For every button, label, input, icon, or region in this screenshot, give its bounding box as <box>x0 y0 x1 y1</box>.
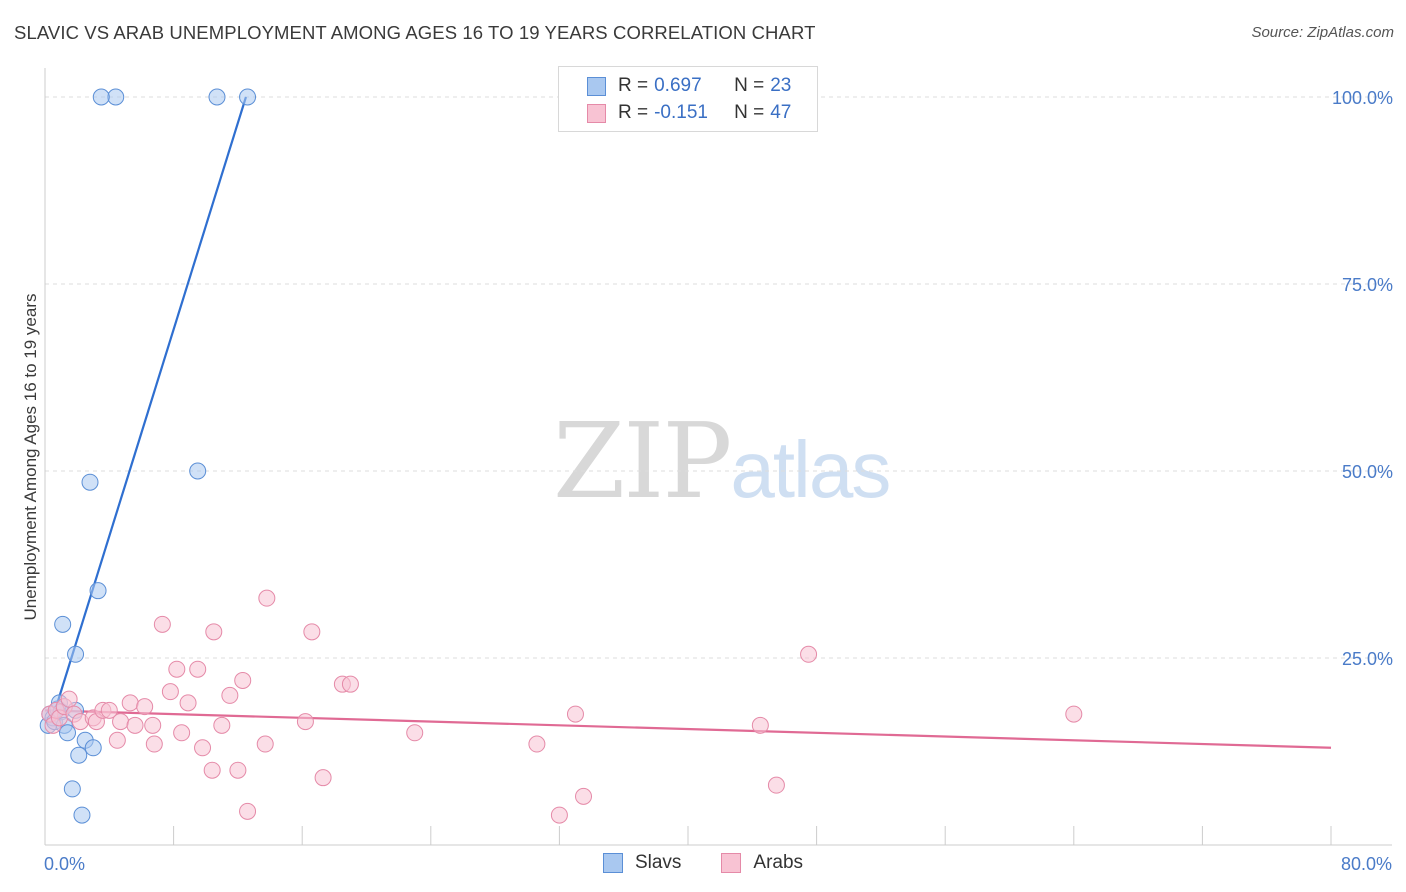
point-arabs <box>221 686 239 704</box>
point-arabs <box>112 713 130 731</box>
watermark-atlas: atlas <box>730 425 891 514</box>
correlation-legend: R = 0.697 N = 23 R = -0.151 N = 47 <box>558 66 818 132</box>
grid-lines <box>45 96 1392 659</box>
source-label: Source: ZipAtlas.com <box>1251 24 1394 41</box>
point-arabs <box>800 645 818 663</box>
point-slavs <box>67 645 85 663</box>
legend-row-slavs: R = 0.697 N = 23 <box>587 73 791 99</box>
point-slavs <box>70 746 88 764</box>
point-arabs <box>314 769 332 787</box>
point-slavs <box>189 462 207 480</box>
y-tick-label: 50.0% <box>1342 462 1393 482</box>
series-legend: Slavs Arabs <box>0 852 1406 874</box>
point-arabs <box>234 671 252 689</box>
point-arabs <box>161 683 179 701</box>
point-slavs <box>92 88 110 106</box>
x-tick-label: 0.0% <box>44 854 85 874</box>
point-arabs <box>153 615 171 633</box>
point-arabs <box>550 806 568 824</box>
point-arabs <box>258 589 276 607</box>
legend-swatch-arabs <box>587 103 606 123</box>
point-slavs <box>63 780 81 798</box>
point-arabs <box>229 761 247 779</box>
axes <box>44 68 1392 846</box>
point-arabs <box>213 716 231 734</box>
legend-r-value: 0.697 <box>654 75 702 96</box>
point-arabs <box>751 716 769 734</box>
point-arabs <box>168 660 186 678</box>
point-arabs <box>575 787 593 805</box>
y-tick-label: 75.0% <box>1342 275 1393 295</box>
point-arabs <box>767 776 785 794</box>
point-arabs <box>406 724 424 742</box>
watermark: ZIPatlas <box>553 400 891 522</box>
point-arabs <box>203 761 221 779</box>
legend-swatch-slavs <box>587 76 606 96</box>
point-arabs <box>341 675 359 693</box>
point-arabs <box>179 694 197 712</box>
trend-line-slavs <box>55 96 247 707</box>
point-arabs <box>136 698 154 716</box>
series-legend-arabs[interactable]: Arabs <box>721 852 803 874</box>
point-arabs <box>145 735 163 753</box>
point-arabs <box>194 739 212 757</box>
point-arabs <box>121 694 139 712</box>
chart-title: SLAVIC VS ARAB UNEMPLOYMENT AMONG AGES 1… <box>14 22 816 43</box>
legend-r-value: -0.151 <box>654 102 708 123</box>
arabs-label: Arabs <box>753 852 804 873</box>
point-arabs <box>303 623 321 641</box>
point-arabs <box>189 660 207 678</box>
point-slavs <box>89 582 107 600</box>
trend-lines <box>44 96 1332 749</box>
point-slavs <box>73 806 91 824</box>
series-legend-slavs[interactable]: Slavs <box>602 852 682 874</box>
trend-line-arabs <box>44 709 1332 749</box>
point-slavs <box>84 739 102 757</box>
point-slavs <box>239 88 257 106</box>
slavs-label: Slavs <box>634 852 682 873</box>
slavs-swatch <box>602 853 623 873</box>
point-arabs <box>173 724 191 742</box>
point-slavs <box>59 724 77 742</box>
legend-n-label: N = <box>734 75 765 96</box>
x-tick-label: 80.0% <box>1341 854 1392 874</box>
y-axis-label: Unemployment Among Ages 16 to 19 years <box>21 294 40 621</box>
point-arabs <box>108 731 126 749</box>
point-arabs <box>528 735 546 753</box>
tick-labels: 25.0% 50.0% 75.0% 100.0% 0.0% 80.0% <box>44 88 1393 874</box>
legend-r-label: R = <box>618 75 649 96</box>
y-tick-label: 100.0% <box>1332 88 1393 108</box>
point-arabs <box>1065 705 1083 723</box>
point-arabs <box>239 802 257 820</box>
arabs-swatch <box>721 853 742 873</box>
data-points <box>39 88 1083 824</box>
legend-row-arabs: R = -0.151 N = 47 <box>587 100 791 126</box>
watermark-zip: ZIP <box>553 400 732 522</box>
legend-n-value: 23 <box>770 75 792 96</box>
legend-r-label: R = <box>618 102 649 123</box>
legend-n-value: 47 <box>770 102 792 123</box>
point-arabs <box>205 623 223 641</box>
point-arabs <box>126 716 144 734</box>
y-tick-label: 25.0% <box>1342 649 1393 669</box>
legend-n-label: N = <box>734 102 765 123</box>
point-arabs <box>144 716 162 734</box>
point-arabs <box>60 690 78 708</box>
point-arabs <box>566 705 584 723</box>
point-slavs <box>54 615 72 633</box>
point-arabs <box>296 713 314 731</box>
point-slavs <box>81 473 99 491</box>
point-arabs <box>100 701 118 719</box>
point-slavs <box>208 88 226 106</box>
point-slavs <box>107 88 125 106</box>
point-arabs <box>256 735 274 753</box>
